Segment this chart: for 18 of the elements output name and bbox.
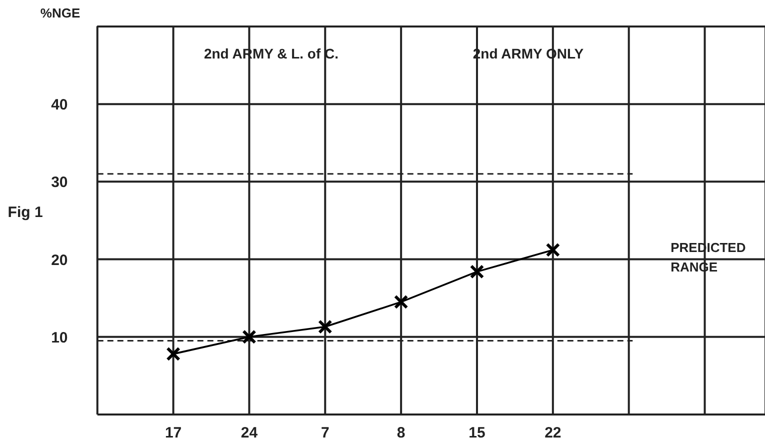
point: [470, 264, 484, 279]
x-tick-label: 24: [240, 424, 258, 442]
y-tick-label: 30: [51, 174, 68, 192]
point: [318, 320, 332, 334]
point: [166, 346, 180, 362]
y-axis-title: %NGE: [40, 5, 80, 20]
point: [546, 242, 560, 258]
x-tick-label: 15: [468, 424, 486, 442]
x-tick-label: 22: [544, 424, 562, 442]
point: [394, 294, 408, 310]
x-tick-label: 8: [396, 424, 406, 442]
x-tick-label: 7: [320, 424, 330, 442]
caption: Fig 1: [8, 204, 43, 222]
point: [242, 330, 256, 344]
y-tick-label: 10: [51, 329, 68, 346]
x-tick-label: 17: [164, 424, 182, 442]
y-tick-label: 40: [51, 96, 68, 114]
y-tick-label: 20: [51, 252, 68, 269]
